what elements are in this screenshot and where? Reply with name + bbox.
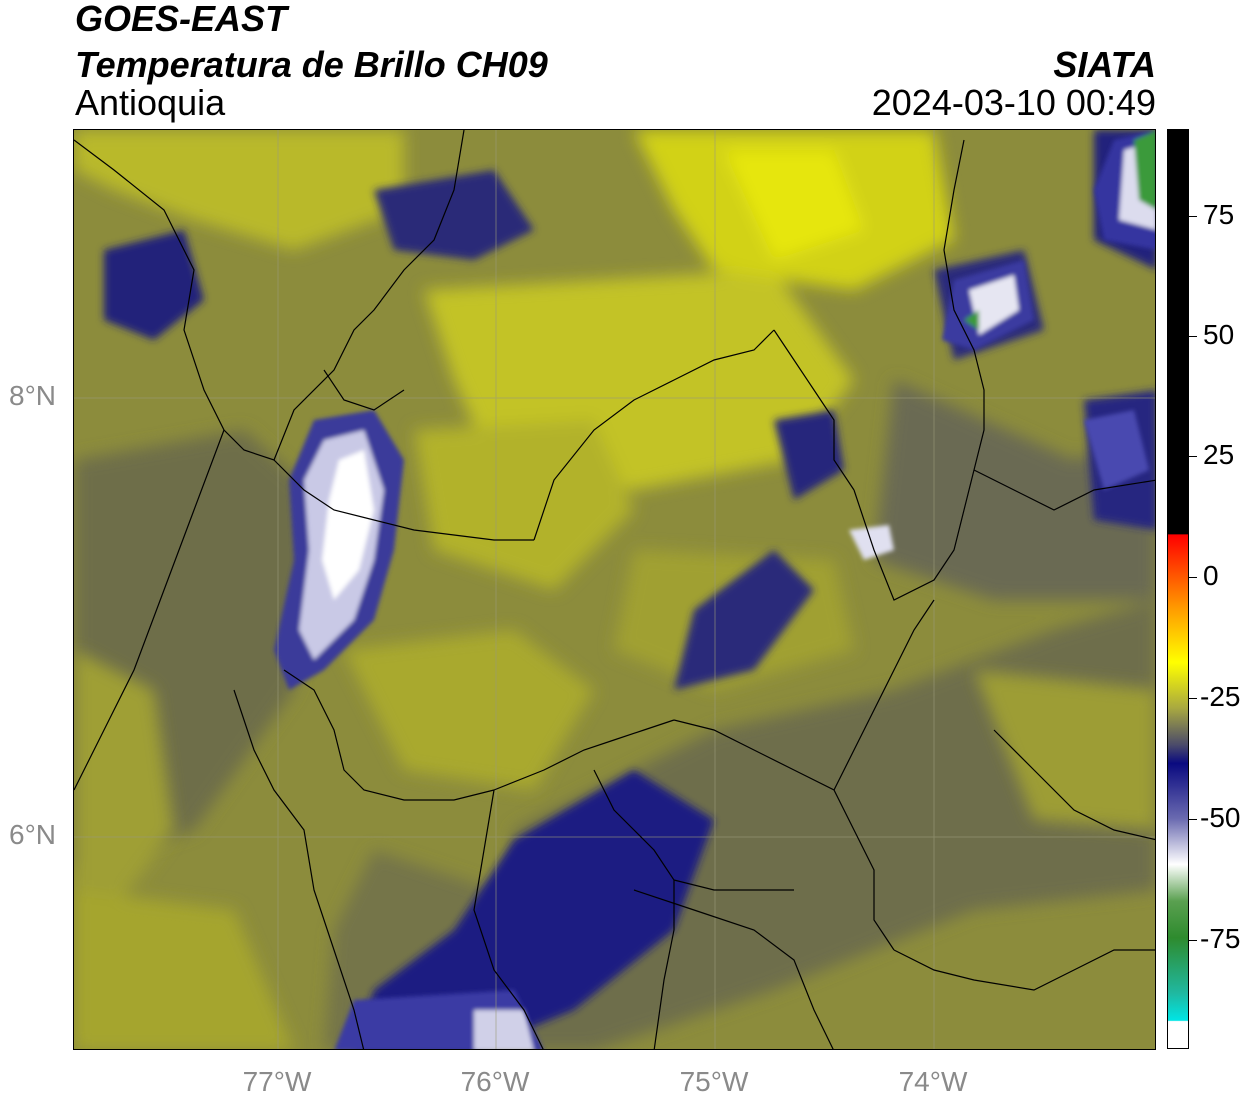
border-antioquia-cordoba (533, 329, 775, 541)
colorbar-tick-mark (1189, 577, 1197, 578)
latitude-label: 8°N (9, 380, 56, 411)
colorbar-tick-mark (1189, 819, 1197, 820)
colorbar (1167, 129, 1189, 1049)
longitude-label: 75°W (679, 1066, 749, 1097)
colorbar-tick-mark (1189, 940, 1197, 941)
border-tolima (633, 889, 834, 1049)
border-east-1 (943, 139, 985, 471)
organization-label: SIATA (1053, 44, 1156, 85)
border-caldas (593, 769, 675, 1049)
border-magdalena-river (833, 599, 935, 791)
coastline-west (74, 429, 225, 791)
colorbar-gradient (1168, 130, 1188, 1048)
map-canvas (74, 130, 1155, 1049)
border-boyaca-santander (993, 729, 1155, 841)
longitude-label: 76°W (460, 1066, 530, 1097)
colorbar-tick-label: 25 (1203, 439, 1235, 470)
border-choco-antioquia-south (283, 669, 495, 801)
cold-cloud-tops (274, 130, 1155, 1049)
border-choco-antioquia-north (273, 459, 534, 541)
colorbar-tick-label: 75 (1203, 199, 1235, 230)
colorbar-tick-label: 50 (1203, 319, 1235, 350)
border-east-2 (973, 469, 1155, 511)
colorbar-tick-mark (1189, 336, 1197, 337)
border-antioquia-bolivar (773, 329, 855, 491)
border-cundinamarca (893, 949, 1155, 991)
border-choco-risaralda (473, 789, 544, 1049)
border-antioquia-santander (853, 469, 975, 601)
border-choco-coast (233, 689, 365, 1049)
satellite-title: GOES-EAST (75, 0, 288, 39)
longitude-label: 77°W (242, 1066, 312, 1097)
region-label: Antioquia (75, 82, 226, 123)
colorbar-tick-label: -75 (1200, 923, 1241, 954)
colorbar-tick-mark (1189, 456, 1197, 457)
boundaries (74, 130, 1155, 1049)
product-title: Temperatura de Brillo CH09 (75, 44, 548, 85)
brightness-temperature-map[interactable] (73, 129, 1156, 1050)
colorbar-tick-label: 0 (1203, 560, 1219, 591)
colorbar-tick-mark (1189, 698, 1197, 699)
border-caldas-tolima (673, 879, 794, 891)
border-antioquia-caldas-1 (493, 719, 675, 791)
graticule (74, 130, 1155, 1049)
longitude-label: 74°W (898, 1066, 968, 1097)
colorbar-tick-label: -50 (1200, 802, 1241, 833)
colorbar-tick-mark (1189, 216, 1197, 217)
latitude-label: 6°N (9, 819, 56, 850)
border-uraba (323, 369, 405, 411)
datetime-label: 2024-03-10 00:49 (871, 82, 1156, 123)
colorbar-tick-label: -25 (1200, 681, 1241, 712)
